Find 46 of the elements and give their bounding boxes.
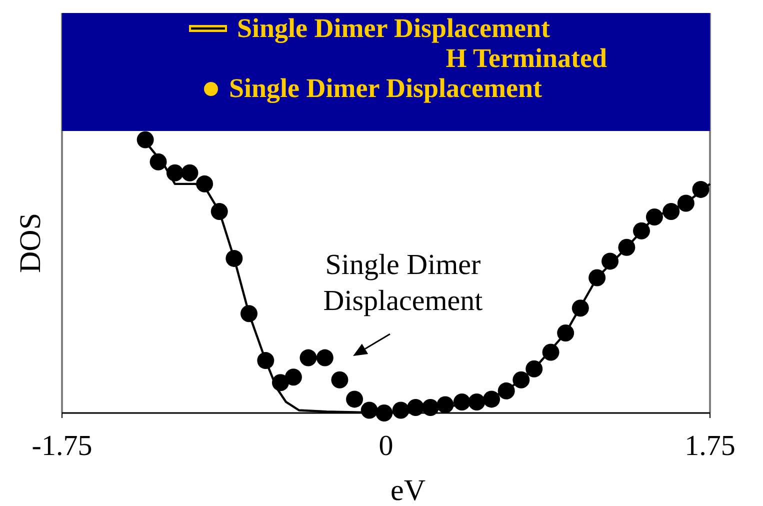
point (196, 175, 214, 192)
x-axis-title: eV (390, 474, 426, 506)
point (646, 208, 663, 226)
point (407, 398, 424, 416)
point (453, 393, 470, 410)
point (618, 238, 636, 256)
y-axis-title: DOS (14, 212, 47, 274)
point (557, 324, 574, 342)
point (150, 153, 167, 170)
point (166, 164, 184, 182)
point (436, 396, 454, 414)
point (483, 390, 500, 408)
point (422, 398, 439, 416)
point (331, 371, 348, 388)
point (542, 344, 560, 361)
x-tick-label: 0 (378, 430, 394, 462)
point (526, 360, 543, 378)
point (662, 203, 680, 220)
point (240, 305, 258, 322)
point (257, 352, 274, 370)
point (602, 252, 619, 270)
point (632, 222, 650, 240)
point (284, 368, 302, 386)
point (300, 349, 317, 366)
point (392, 402, 410, 419)
point (346, 390, 364, 408)
point (498, 382, 515, 400)
text: Single Dimer Displacement (229, 73, 542, 103)
point (512, 371, 530, 388)
point (572, 300, 589, 317)
point (376, 404, 393, 422)
point (677, 194, 694, 212)
point (226, 250, 243, 267)
point (360, 402, 378, 419)
legend-label: Single Dimer Displacement H Terminated (237, 13, 607, 73)
point (468, 393, 486, 410)
point (136, 131, 154, 148)
point (181, 164, 198, 182)
point (272, 374, 289, 392)
point (588, 269, 606, 286)
point (692, 180, 710, 198)
x-tick-label: -1.75 (32, 430, 92, 462)
x-tick-label: 1.75 (684, 430, 736, 462)
point (316, 349, 334, 366)
point (210, 203, 228, 220)
annotation: Single Dimer Displacement (323, 249, 483, 317)
